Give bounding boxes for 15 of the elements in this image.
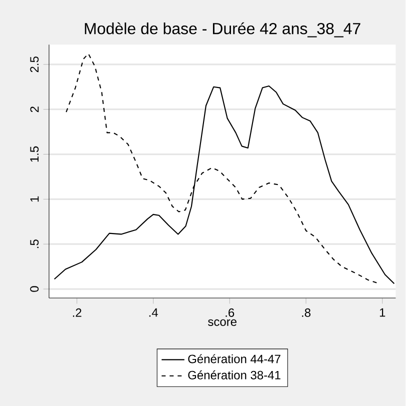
x-tick-label: .2 [73, 308, 82, 317]
x-tick-label: .8 [302, 308, 311, 317]
x-tick-label: .6 [226, 308, 234, 317]
y-tick-label: 0 [30, 286, 39, 292]
y-tick-label: .5 [30, 240, 39, 248]
legend-label: Génération 44-47 [188, 354, 280, 364]
chart-title: Modèle de base - Durée 42 ans_38_47 [85, 22, 360, 38]
x-tick-label: 1 [380, 308, 386, 317]
x-axis-title: score [208, 319, 237, 326]
legend-label: Génération 38-41 [188, 370, 281, 380]
y-tick-label: 1 [30, 196, 39, 202]
y-tick-label: 2 [30, 106, 39, 112]
y-tick-label: 2.5 [30, 56, 39, 72]
y-tick-label: 1.5 [30, 146, 39, 162]
x-tick-label: .4 [149, 308, 158, 317]
